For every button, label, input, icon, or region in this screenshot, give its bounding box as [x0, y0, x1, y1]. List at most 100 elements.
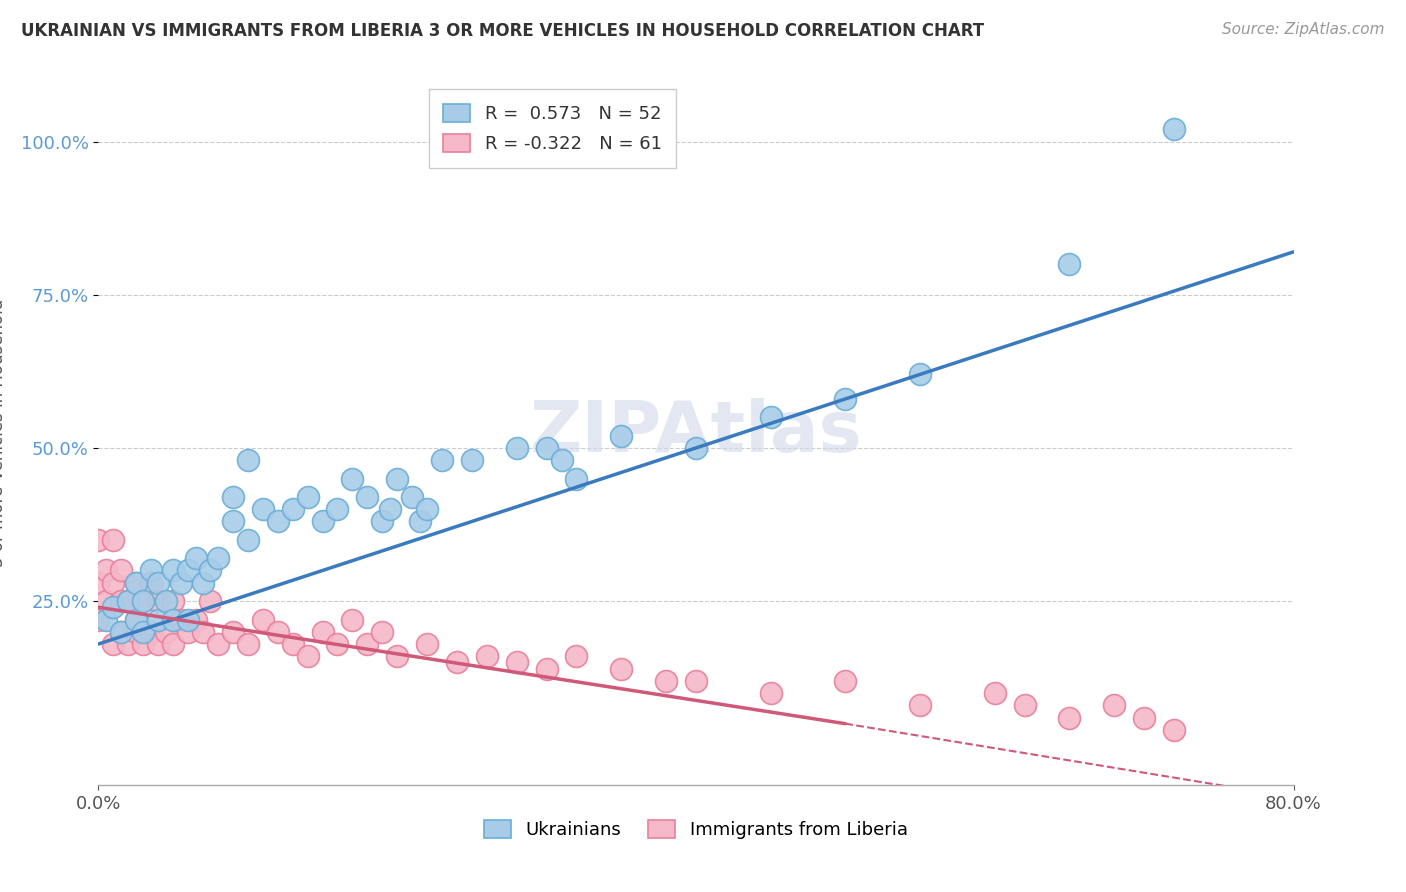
- Point: [87, 613, 110, 627]
- Point: [401, 490, 423, 504]
- Point: [1133, 710, 1156, 724]
- Point: [103, 600, 125, 615]
- Point: [139, 575, 162, 590]
- Point: [1014, 698, 1036, 713]
- Point: [87, 575, 110, 590]
- Point: [110, 564, 132, 578]
- Point: [475, 649, 498, 664]
- Point: [103, 575, 125, 590]
- Point: [87, 533, 110, 547]
- Point: [207, 551, 229, 566]
- Point: [184, 551, 207, 566]
- Point: [430, 453, 453, 467]
- Point: [162, 613, 184, 627]
- Point: [267, 515, 290, 529]
- Point: [177, 613, 200, 627]
- Point: [236, 637, 259, 651]
- Point: [416, 637, 439, 651]
- Point: [94, 613, 117, 627]
- Point: [236, 453, 259, 467]
- Point: [371, 515, 394, 529]
- Point: [385, 472, 409, 486]
- Point: [1104, 698, 1126, 713]
- Point: [408, 515, 430, 529]
- Point: [1163, 723, 1185, 737]
- Point: [610, 428, 633, 442]
- Point: [311, 515, 333, 529]
- Point: [610, 661, 633, 675]
- Point: [125, 613, 148, 627]
- Point: [342, 472, 364, 486]
- Point: [342, 613, 364, 627]
- Point: [834, 673, 856, 688]
- Point: [148, 637, 170, 651]
- Point: [184, 613, 207, 627]
- Point: [267, 624, 290, 639]
- Point: [416, 502, 439, 516]
- Point: [565, 472, 588, 486]
- Point: [326, 502, 349, 516]
- Text: Source: ZipAtlas.com: Source: ZipAtlas.com: [1222, 22, 1385, 37]
- Point: [103, 637, 125, 651]
- Point: [1163, 122, 1185, 136]
- Point: [356, 637, 378, 651]
- Point: [177, 564, 200, 578]
- Point: [984, 686, 1007, 700]
- Point: [125, 624, 148, 639]
- Point: [139, 624, 162, 639]
- Point: [565, 649, 588, 664]
- Point: [908, 368, 931, 382]
- Point: [908, 698, 931, 713]
- Point: [759, 686, 782, 700]
- Point: [550, 453, 572, 467]
- Point: [125, 613, 148, 627]
- Point: [155, 594, 177, 608]
- Point: [103, 533, 125, 547]
- Point: [252, 613, 274, 627]
- Y-axis label: 3 or more Vehicles in Household: 3 or more Vehicles in Household: [0, 299, 7, 566]
- Point: [200, 594, 222, 608]
- Text: ZIPAtlas: ZIPAtlas: [530, 398, 862, 467]
- Point: [1059, 710, 1081, 724]
- Point: [132, 594, 155, 608]
- Point: [169, 613, 191, 627]
- Point: [191, 575, 214, 590]
- Point: [117, 594, 139, 608]
- Point: [297, 649, 319, 664]
- Point: [207, 637, 229, 651]
- Point: [94, 594, 117, 608]
- Point: [132, 637, 155, 651]
- Point: [148, 613, 170, 627]
- Point: [148, 594, 170, 608]
- Point: [222, 515, 245, 529]
- Point: [125, 575, 148, 590]
- Point: [834, 392, 856, 406]
- Point: [162, 564, 184, 578]
- Point: [685, 673, 707, 688]
- Point: [177, 624, 200, 639]
- Point: [281, 502, 304, 516]
- Point: [162, 637, 184, 651]
- Point: [326, 637, 349, 651]
- Point: [1059, 257, 1081, 271]
- Point: [94, 564, 117, 578]
- Point: [132, 594, 155, 608]
- Point: [311, 624, 333, 639]
- Point: [200, 564, 222, 578]
- Point: [536, 441, 558, 455]
- Point: [759, 410, 782, 425]
- Legend: Ukrainians, Immigrants from Liberia: Ukrainians, Immigrants from Liberia: [477, 813, 915, 847]
- Point: [162, 594, 184, 608]
- Point: [110, 624, 132, 639]
- Point: [446, 656, 468, 670]
- Point: [117, 637, 139, 651]
- Point: [110, 624, 132, 639]
- Point: [236, 533, 259, 547]
- Point: [110, 594, 132, 608]
- Point: [222, 624, 245, 639]
- Point: [281, 637, 304, 651]
- Point: [655, 673, 678, 688]
- Point: [371, 624, 394, 639]
- Point: [117, 594, 139, 608]
- Point: [385, 649, 409, 664]
